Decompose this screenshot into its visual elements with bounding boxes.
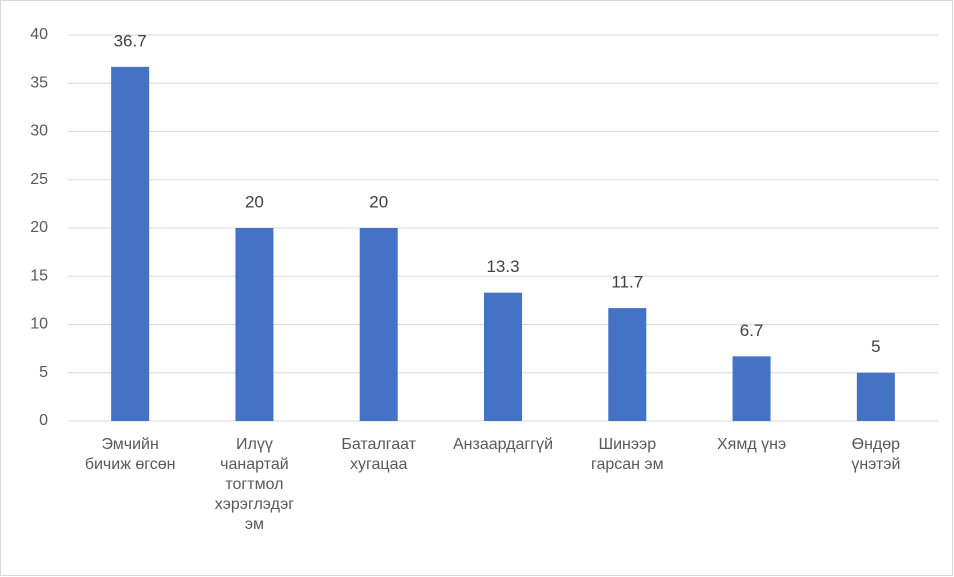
data-label: 6.7 (740, 321, 764, 340)
y-tick-label: 40 (30, 26, 48, 43)
x-tick-label: Илүү чанартай тогтмол хэрэглэдэг эм (215, 436, 295, 533)
bar (484, 292, 522, 421)
y-tick-label: 25 (30, 171, 48, 188)
y-tick-label: 5 (39, 364, 48, 381)
data-label: 36.7 (114, 31, 147, 50)
x-tick-label: Өндөр үнэтэй (851, 436, 900, 473)
bar (111, 66, 150, 421)
x-tick-label: Хямд үнэ (717, 436, 786, 453)
x-tick-label: Шинээр гарсан эм (591, 436, 664, 473)
y-tick-label: 30 (30, 123, 48, 140)
bar (608, 308, 647, 421)
data-label: 5 (871, 337, 880, 356)
bar (732, 356, 771, 421)
y-tick-label: 35 (30, 74, 48, 91)
data-label: 20 (245, 192, 264, 211)
x-tick-label: Баталгаат хугацаа (341, 436, 416, 473)
data-label: 11.7 (611, 273, 643, 292)
y-tick-label: 0 (39, 412, 48, 429)
bar (856, 372, 895, 421)
bar (359, 228, 398, 421)
data-label: 13.3 (486, 257, 519, 276)
x-tick-label: Анзаардаггүй (453, 436, 553, 453)
data-label: 20 (369, 192, 388, 211)
bar (235, 228, 274, 421)
y-tick-label: 15 (30, 267, 48, 284)
y-tick-label: 10 (30, 316, 48, 333)
x-tick-label: Эмчийн бичиж өгсөн (85, 436, 176, 473)
y-tick-label: 20 (30, 219, 48, 236)
